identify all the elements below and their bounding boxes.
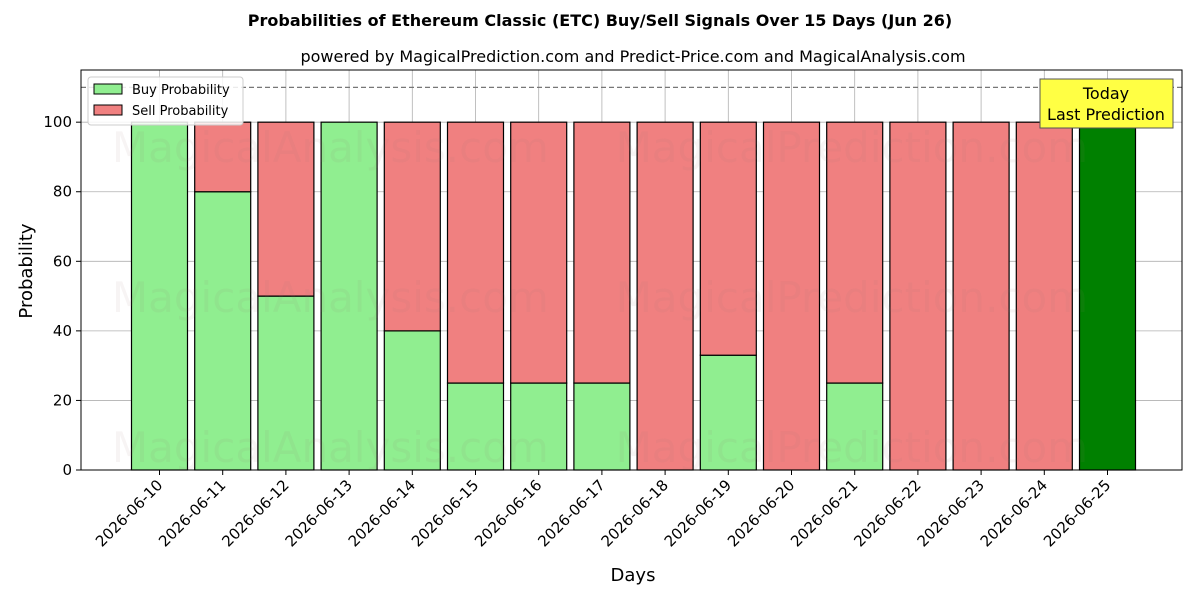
bar-sell-2026-06-16	[510, 121, 568, 384]
y-tick-label: 40	[53, 322, 72, 340]
y-tick-label: 60	[53, 252, 72, 270]
y-axis: 0 20 40 60 80 100	[43, 113, 81, 479]
bar-buy-2026-06-14	[383, 330, 441, 471]
legend-label-buy: Buy Probability	[132, 83, 230, 98]
chart-subtitle: powered by MagicalPrediction.com and Pre…	[300, 47, 965, 66]
legend: Buy Probability Sell Probability	[87, 76, 244, 126]
bar-sell-2026-06-19	[699, 121, 757, 356]
legend-swatch-sell	[93, 104, 123, 116]
watermark: MagicalAnalysis.com MagicalPrediction.co…	[112, 423, 1088, 472]
x-tick-label: 2026-06-15	[408, 476, 482, 550]
x-tick-label: 2026-06-13	[282, 476, 356, 550]
x-tick-label: 2026-06-17	[534, 476, 608, 550]
y-tick-label: 0	[62, 461, 72, 479]
bar-buy-2026-06-13	[320, 121, 378, 471]
watermark-layer: MagicalAnalysis.com MagicalPrediction.co…	[112, 123, 1088, 472]
bars-layer	[130, 121, 1137, 471]
x-tick-label: 2026-06-18	[598, 476, 672, 550]
bar-sell-2026-06-12	[257, 121, 315, 297]
chart-title: Probabilities of Ethereum Classic (ETC) …	[248, 11, 952, 30]
bar-buy-2026-06-15	[446, 382, 505, 471]
x-tick-label: 2026-06-22	[850, 476, 924, 550]
bar-sell-2026-06-15	[446, 121, 505, 384]
bar-sell-2026-06-23	[952, 121, 1010, 471]
bar-buy-2026-06-16	[510, 382, 568, 471]
y-tick-label: 80	[53, 183, 72, 201]
legend-box	[87, 76, 244, 126]
x-tick-label: 2026-06-23	[914, 476, 988, 550]
x-tick-label: 2026-06-12	[218, 476, 292, 550]
today-annotation: Today Last Prediction	[1039, 78, 1174, 129]
annotation-line-1: Today	[1082, 84, 1129, 103]
legend-swatch-buy	[93, 83, 123, 95]
bar-buy-2026-06-19	[699, 354, 757, 471]
bar-buy-2026-06-17	[573, 382, 631, 471]
x-tick-label: 2026-06-24	[977, 476, 1051, 550]
bar-buy-2026-06-21	[826, 382, 884, 471]
legend-label-sell: Sell Probability	[132, 104, 229, 119]
bar-sell-2026-06-11	[194, 121, 252, 193]
x-tick-label: 2026-06-14	[345, 476, 419, 550]
bar-sell-2026-06-22	[889, 121, 947, 471]
bar-sell-2026-06-24	[1015, 121, 1073, 471]
x-tick-label: 2026-06-11	[155, 476, 229, 550]
x-tick-label: 2026-06-20	[724, 476, 798, 550]
y-axis-label: Probability	[16, 223, 37, 318]
bar-sell-2026-06-17	[573, 121, 631, 384]
watermark: MagicalAnalysis.com MagicalPrediction.co…	[112, 123, 1088, 172]
annotation-box	[1039, 78, 1174, 129]
bar-buy-2026-06-25	[1078, 121, 1137, 471]
y-tick-label: 20	[53, 391, 72, 409]
y-tick-label: 100	[43, 113, 72, 131]
x-axis-label: Days	[611, 565, 656, 586]
x-tick-label: 2026-06-16	[471, 476, 545, 550]
bar-sell-2026-06-18	[636, 121, 694, 471]
bar-sell-2026-06-21	[826, 121, 884, 384]
x-tick-label: 2026-06-21	[787, 476, 861, 550]
x-tick-label: 2026-06-25	[1040, 476, 1114, 550]
plot-frame	[80, 69, 1183, 471]
bar-sell-2026-06-14	[383, 121, 441, 332]
watermark: MagicalAnalysis.com MagicalPrediction.co…	[112, 273, 1088, 322]
x-tick-label: 2026-06-19	[661, 476, 735, 550]
bar-sell-2026-06-20	[762, 121, 821, 471]
x-axis: 2026-06-102026-06-112026-06-122026-06-13…	[92, 470, 1114, 550]
annotation-line-2: Last Prediction	[1047, 105, 1165, 124]
x-tick-label: 2026-06-10	[92, 476, 166, 550]
